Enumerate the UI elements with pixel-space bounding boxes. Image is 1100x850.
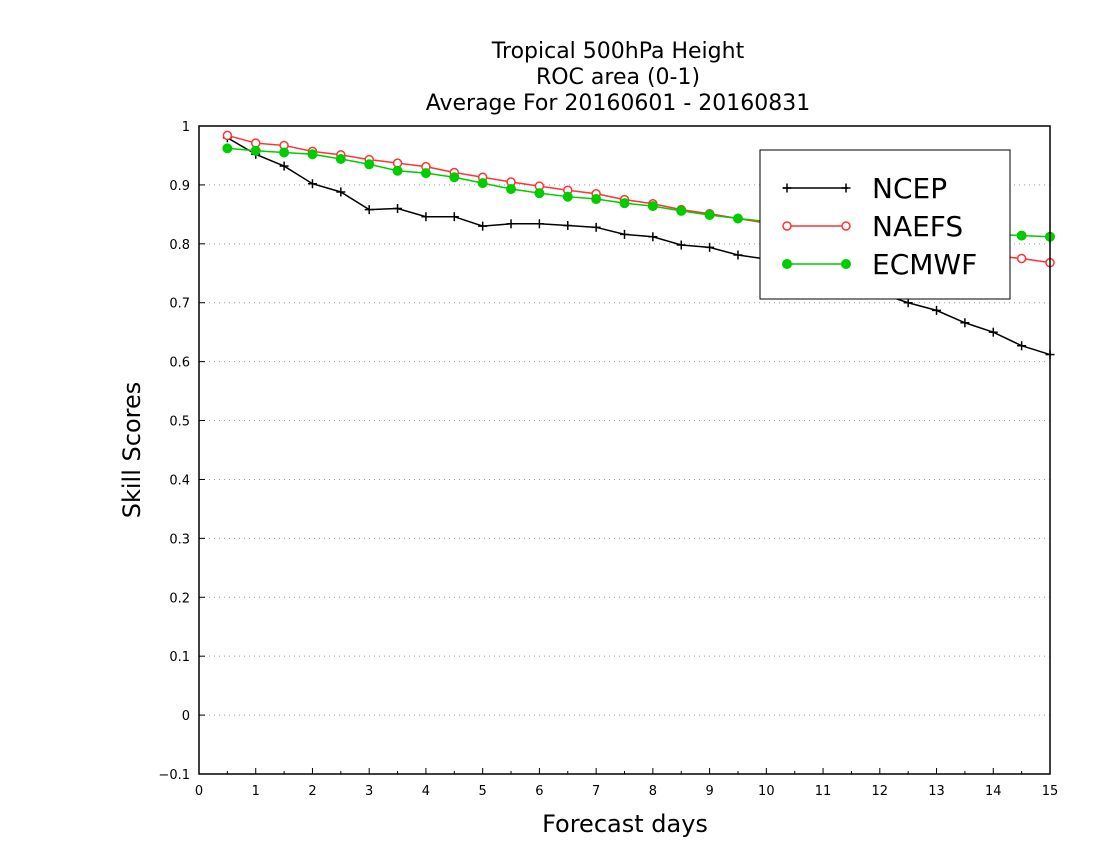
- naefs-point: [222, 130, 233, 141]
- ncep-point: [506, 219, 516, 229]
- ecmwf-point: [591, 194, 602, 205]
- ncep-point: [364, 205, 374, 215]
- x-tick-label: 6: [535, 784, 543, 799]
- x-tick-label: 12: [872, 784, 889, 799]
- y-tick-label: 0.4: [169, 473, 190, 488]
- legend-label-ecmwf: ECMWF: [872, 248, 977, 281]
- legend-marker-ncep: [841, 183, 851, 193]
- y-tick-label: 0.7: [169, 297, 190, 312]
- ecmwf-point: [364, 159, 375, 170]
- ecmwf-point: [506, 184, 517, 195]
- ncep-point: [336, 187, 346, 197]
- ncep-point: [676, 240, 686, 250]
- title-line-2: ROC area (0-1): [536, 65, 700, 90]
- ecmwf-point: [449, 172, 460, 183]
- legend-label-ncep: NCEP: [872, 172, 947, 205]
- ecmwf-point: [335, 153, 346, 164]
- ncep-point: [393, 203, 403, 213]
- ecmwf-point: [477, 178, 488, 189]
- x-axis-label: Forecast days: [542, 810, 708, 838]
- x-tick-label: 9: [705, 784, 713, 799]
- ecmwf-point: [704, 209, 715, 220]
- ncep-point: [733, 250, 743, 260]
- ncep-point: [421, 212, 431, 222]
- ecmwf-point: [619, 198, 630, 209]
- y-tick-label: 0.9: [169, 179, 190, 194]
- ecmwf-point: [676, 205, 687, 216]
- legend: NCEP NAEFS ECMWF: [759, 149, 1011, 300]
- ncep-point: [449, 212, 459, 222]
- ncep-point: [620, 229, 629, 239]
- ecmwf-point: [250, 145, 261, 156]
- x-tick-label: 4: [422, 784, 430, 799]
- x-tick-label: 11: [815, 784, 832, 799]
- ncep-point: [534, 219, 544, 229]
- y-tick-label: 1: [182, 120, 190, 135]
- title-line-3: Average For 20160601 - 20160831: [426, 91, 811, 116]
- y-axis-label: Skill Scores: [118, 382, 146, 519]
- ncep-point: [478, 221, 488, 231]
- y-tick-label: 0.8: [169, 238, 190, 253]
- ncep-point: [1017, 341, 1027, 351]
- x-tick-label: 1: [252, 784, 260, 799]
- y-tick-label: −0.1: [158, 768, 190, 783]
- naefs-point: [1016, 253, 1027, 264]
- ncep-point: [988, 327, 998, 337]
- ecmwf-point: [420, 168, 431, 179]
- legend-marker-naefs: [782, 221, 792, 231]
- legend-label-naefs: NAEFS: [872, 210, 963, 243]
- legend-marker-ncep: [782, 183, 792, 193]
- legend-marker-ecmwf: [782, 259, 792, 269]
- chart-title: Tropical 500hPa Height ROC area (0-1) Av…: [426, 39, 811, 116]
- legend-marker-naefs: [841, 221, 851, 231]
- ncep-point: [563, 221, 573, 231]
- y-tick-label: 0.6: [169, 356, 190, 371]
- ecmwf-point: [1016, 230, 1027, 241]
- series-ncep: [222, 133, 1055, 360]
- ncep-point: [932, 305, 942, 315]
- ncep-line: [226, 137, 1051, 356]
- ecmwf-point: [279, 147, 290, 158]
- legend-marker-ecmwf: [841, 259, 851, 269]
- ecmwf-point: [562, 191, 573, 202]
- y-tick-label: 0.2: [169, 591, 190, 606]
- y-tick-label: 0.5: [169, 415, 190, 430]
- ncep-point: [903, 298, 913, 308]
- ecmwf-point: [732, 213, 743, 224]
- x-tick-label: 0: [195, 784, 203, 799]
- ecmwf-point: [222, 143, 233, 154]
- x-tick-label: 15: [1042, 784, 1059, 799]
- legend-box: [759, 149, 1011, 300]
- x-tick-label: 10: [758, 784, 775, 799]
- ecmwf-point: [307, 149, 318, 160]
- y-tick-label: 0.3: [169, 532, 190, 547]
- ecmwf-point: [534, 188, 545, 199]
- x-tick-label: 8: [649, 784, 657, 799]
- gridlines: [199, 184, 1050, 716]
- y-tick-label: 0: [182, 709, 190, 724]
- ncep-point: [591, 222, 601, 232]
- y-tick-label: 0.1: [169, 650, 190, 665]
- ecmwf-point: [392, 165, 403, 176]
- ncep-point: [648, 232, 658, 242]
- y-axis-ticks: −0.1 0 0.1 0.2 0.3 0.4 0.5 0.6 0.7 0.8 0.9 1: [158, 120, 205, 783]
- ecmwf-point: [647, 201, 658, 212]
- x-tick-label: 2: [308, 784, 316, 799]
- ncep-point: [279, 161, 289, 171]
- ncep-point: [705, 242, 715, 252]
- x-axis-ticks: 0 1 2 3 4 5 6 7 8 9 10 11 12 13 14 15: [195, 768, 1058, 799]
- x-tick-label: 7: [592, 784, 600, 799]
- ncep-point: [307, 179, 317, 189]
- title-line-1: Tropical 500hPa Height: [491, 39, 745, 64]
- ncep-point: [960, 318, 970, 328]
- x-tick-label: 3: [365, 784, 373, 799]
- x-tick-label: 13: [928, 784, 945, 799]
- x-tick-label: 5: [479, 784, 487, 799]
- x-tick-label: 14: [985, 784, 1002, 799]
